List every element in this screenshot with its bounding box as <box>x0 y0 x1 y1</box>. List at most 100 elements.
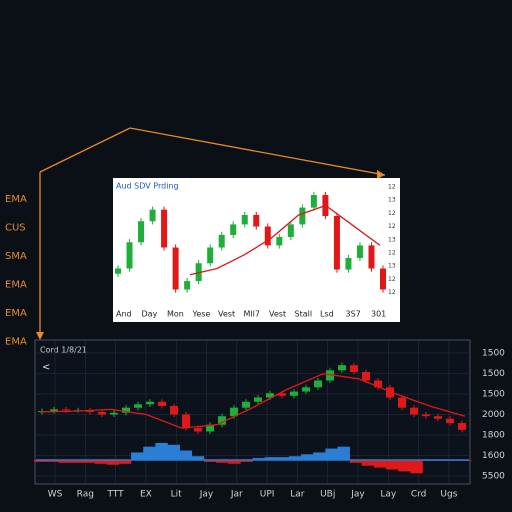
candle-body <box>356 245 363 258</box>
candle-body <box>374 380 382 388</box>
candle-body <box>314 380 322 388</box>
main-x-label: EX <box>140 490 152 500</box>
candle-body <box>62 409 70 411</box>
main-title: Cord 1/8/21 <box>40 346 87 355</box>
inset-y-label: 12 <box>388 210 396 217</box>
main-y-label: 1500 <box>482 390 505 400</box>
candle-body <box>410 407 418 415</box>
histogram-bar <box>240 460 253 462</box>
candle-body <box>207 247 214 264</box>
histogram-bar <box>386 460 399 470</box>
arrow-head <box>36 332 44 340</box>
candle-body <box>333 216 340 270</box>
histogram-bar <box>349 460 363 463</box>
inset-y-label: 12 <box>388 276 396 283</box>
inset-y-label: 13 <box>388 236 396 243</box>
side-label: EMA <box>5 280 27 291</box>
histogram-bar <box>179 450 193 460</box>
nav-button[interactable]: < <box>42 362 50 373</box>
candle-body <box>230 224 237 235</box>
side-label: EMA <box>5 194 27 205</box>
histogram-bar <box>313 452 326 460</box>
candle-body <box>170 406 178 415</box>
histogram-bar <box>252 458 265 460</box>
inset-x-label: Mll7 <box>244 310 260 319</box>
inset-x-label: Yese <box>192 310 211 319</box>
candle-body <box>146 401 154 405</box>
candle-body <box>386 387 394 398</box>
candle-body <box>206 424 214 432</box>
candle-body <box>253 214 260 227</box>
histogram-bar <box>410 460 423 474</box>
inset-x-label: Vest <box>218 310 235 319</box>
candle-body <box>264 226 271 246</box>
main-y-label: 1500 <box>482 369 505 379</box>
connector-arrows <box>36 127 386 340</box>
candle-body <box>266 393 274 398</box>
candle-body <box>299 207 306 225</box>
histogram-bar <box>361 460 375 466</box>
main-ema-line <box>39 373 466 429</box>
inset-x-label: Stall <box>295 310 313 319</box>
candle-body <box>149 209 156 222</box>
main-y-label: 5500 <box>482 472 505 482</box>
inset-y-label: 13 <box>388 263 396 270</box>
candle-body <box>254 397 262 402</box>
candle-body <box>434 416 442 419</box>
candle-body <box>158 401 166 406</box>
candle-body <box>278 393 286 396</box>
main-x-label: Lar <box>290 490 305 500</box>
inset-ma-line <box>189 204 381 276</box>
candle-body <box>380 268 386 290</box>
candle-body <box>338 365 346 371</box>
main-y-label: 1500 <box>482 349 505 359</box>
candle-body <box>310 195 317 208</box>
histogram-bar <box>228 460 241 464</box>
histogram-bar <box>203 460 217 462</box>
main-x-label: Lay <box>380 490 397 500</box>
side-label: EMA <box>5 308 27 319</box>
histogram-bar <box>143 446 156 460</box>
inset-x-label: And <box>116 310 132 319</box>
candle-body <box>126 242 133 269</box>
candle-body <box>138 221 145 243</box>
histogram-bar <box>216 460 229 463</box>
candle-body <box>218 416 226 425</box>
inset-panel <box>113 178 400 322</box>
inset-x-label: Lsd <box>320 310 334 319</box>
candle-body <box>362 372 370 381</box>
histogram-bar <box>94 460 108 464</box>
arrow-line <box>39 127 386 176</box>
main-x-label: UPI <box>260 490 275 500</box>
side-label: EMA <box>5 337 27 348</box>
histogram-bar <box>167 444 180 460</box>
inset-y-label: 12 <box>388 184 396 191</box>
main-x-label: TTT <box>107 490 125 500</box>
candle-body <box>184 281 191 290</box>
histogram-bar <box>325 448 338 460</box>
inset-title: Aud SDV Prding <box>116 182 179 191</box>
candle-body <box>302 387 310 392</box>
candle-body <box>122 407 130 413</box>
candle-body <box>287 224 294 237</box>
candle-body <box>98 411 106 415</box>
candle-body <box>134 404 142 408</box>
candle-body <box>290 391 298 396</box>
main-x-label: Lit <box>171 490 183 500</box>
histogram-bar <box>58 460 71 463</box>
main-x-label: Ugs <box>440 490 457 500</box>
histogram-bar <box>288 456 302 460</box>
histogram-bar <box>276 457 290 460</box>
candle-body <box>161 209 168 248</box>
histogram-bar <box>373 460 387 468</box>
candle-body <box>86 410 94 412</box>
inset-x-label: 301 <box>371 310 386 319</box>
main-x-label: Crd <box>411 490 427 500</box>
main-x-label: Jay <box>350 490 365 500</box>
side-label: CUS <box>5 223 26 234</box>
arrow-head <box>377 170 385 179</box>
histogram-bar <box>155 442 168 460</box>
main-x-label: Jay <box>199 490 214 500</box>
candle-body <box>194 428 202 432</box>
